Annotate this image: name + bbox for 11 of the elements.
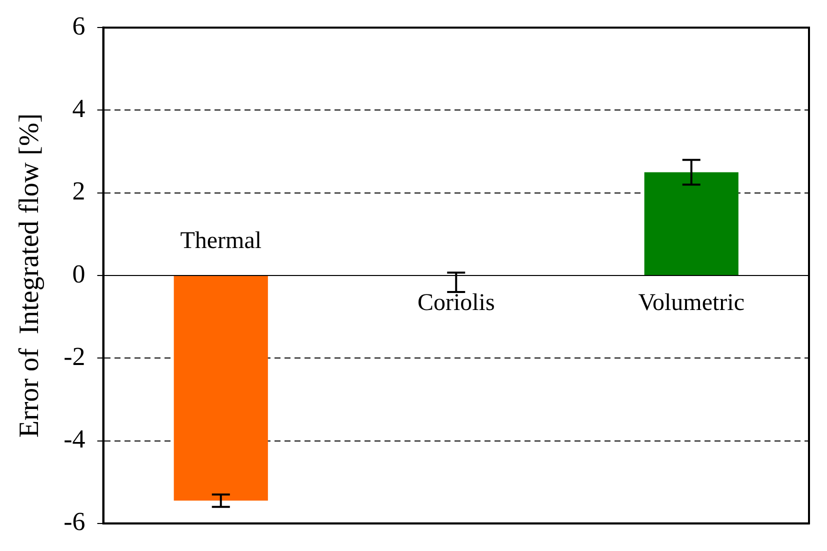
y-tick-label: 0 (72, 259, 86, 288)
y-axis-title: Error of Integrated flow [%] (14, 113, 46, 438)
x-tick-label: Thermal (180, 228, 262, 254)
y-tick-label: 6 (72, 11, 86, 40)
y-tick-label: 4 (72, 94, 86, 124)
x-tick-label: Volumetric (638, 290, 744, 316)
y-tick-label: 2 (72, 176, 86, 206)
x-tick-label: Coriolis (417, 290, 495, 316)
y-tick-label: -2 (64, 342, 86, 371)
y-tick-label: -4 (64, 424, 86, 454)
y-tick-label: -6 (64, 507, 86, 536)
